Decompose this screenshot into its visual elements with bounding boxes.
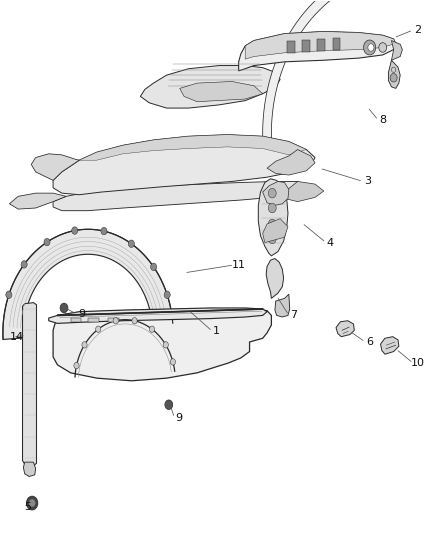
Polygon shape bbox=[53, 309, 272, 381]
Bar bbox=[332, 38, 340, 50]
Text: 6: 6 bbox=[366, 337, 373, 347]
Circle shape bbox=[268, 188, 276, 198]
Text: 4: 4 bbox=[327, 238, 334, 247]
Circle shape bbox=[44, 238, 50, 246]
Text: 1: 1 bbox=[213, 326, 220, 336]
Circle shape bbox=[95, 326, 101, 333]
Bar bbox=[88, 318, 99, 322]
Circle shape bbox=[101, 228, 107, 235]
Bar bbox=[317, 39, 325, 51]
Polygon shape bbox=[141, 66, 280, 108]
Circle shape bbox=[390, 74, 397, 82]
Text: 2: 2 bbox=[414, 25, 421, 35]
Circle shape bbox=[151, 263, 157, 271]
Bar bbox=[108, 318, 119, 322]
Circle shape bbox=[163, 342, 168, 348]
Polygon shape bbox=[79, 135, 306, 160]
Text: 10: 10 bbox=[411, 358, 425, 368]
Text: 3: 3 bbox=[364, 176, 371, 187]
Polygon shape bbox=[381, 337, 399, 354]
Circle shape bbox=[268, 234, 276, 244]
Bar bbox=[287, 41, 294, 53]
Text: 9: 9 bbox=[175, 413, 182, 423]
Polygon shape bbox=[285, 181, 324, 201]
Circle shape bbox=[72, 227, 78, 235]
Text: 5: 5 bbox=[24, 502, 31, 512]
Text: 11: 11 bbox=[232, 260, 246, 270]
Text: 8: 8 bbox=[379, 115, 386, 125]
Polygon shape bbox=[389, 60, 400, 88]
Circle shape bbox=[132, 318, 137, 324]
Bar bbox=[302, 40, 310, 52]
Polygon shape bbox=[53, 135, 315, 195]
Circle shape bbox=[29, 499, 35, 507]
Circle shape bbox=[26, 496, 38, 510]
Polygon shape bbox=[336, 321, 354, 337]
Text: 14: 14 bbox=[10, 332, 25, 342]
Polygon shape bbox=[263, 0, 382, 160]
Text: 9: 9 bbox=[78, 309, 85, 319]
Circle shape bbox=[164, 291, 170, 298]
Text: 7: 7 bbox=[290, 310, 297, 320]
Polygon shape bbox=[258, 179, 288, 256]
Circle shape bbox=[165, 400, 173, 409]
Polygon shape bbox=[3, 229, 173, 340]
Polygon shape bbox=[22, 303, 36, 466]
Polygon shape bbox=[31, 154, 79, 180]
Bar bbox=[71, 318, 81, 322]
Polygon shape bbox=[275, 294, 290, 317]
Polygon shape bbox=[266, 259, 284, 298]
Polygon shape bbox=[263, 181, 289, 205]
Circle shape bbox=[6, 291, 12, 298]
Circle shape bbox=[74, 362, 79, 369]
Polygon shape bbox=[263, 219, 288, 243]
Circle shape bbox=[364, 40, 376, 55]
Polygon shape bbox=[10, 193, 66, 209]
Circle shape bbox=[21, 261, 27, 268]
Circle shape bbox=[149, 326, 155, 333]
Polygon shape bbox=[23, 462, 35, 477]
Polygon shape bbox=[245, 31, 396, 59]
Circle shape bbox=[392, 67, 396, 72]
Circle shape bbox=[379, 43, 387, 52]
Polygon shape bbox=[267, 150, 315, 175]
Polygon shape bbox=[152, 317, 190, 347]
Circle shape bbox=[128, 240, 134, 247]
Polygon shape bbox=[239, 31, 396, 71]
Polygon shape bbox=[53, 181, 306, 211]
Polygon shape bbox=[392, 41, 403, 60]
Circle shape bbox=[368, 44, 374, 51]
Polygon shape bbox=[180, 82, 263, 102]
Circle shape bbox=[170, 359, 176, 365]
Circle shape bbox=[60, 303, 68, 313]
Circle shape bbox=[268, 203, 276, 213]
Circle shape bbox=[268, 219, 276, 229]
Polygon shape bbox=[49, 308, 267, 324]
Circle shape bbox=[82, 342, 87, 348]
Circle shape bbox=[113, 318, 118, 324]
